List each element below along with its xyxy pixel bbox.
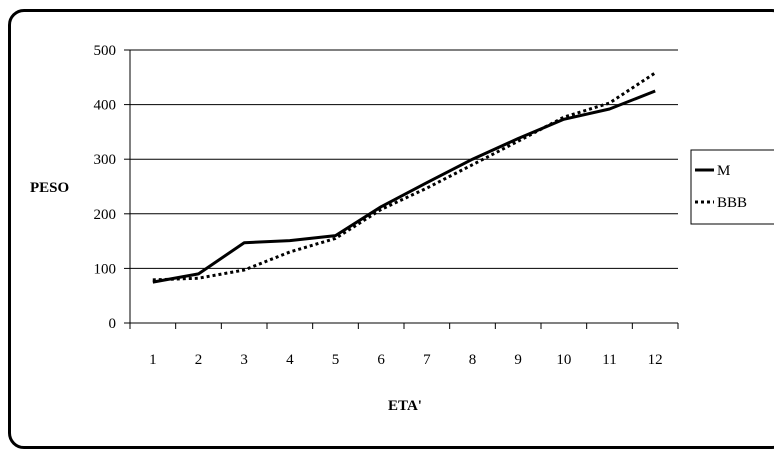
series-line-bbb <box>152 71 657 282</box>
x-tick-label: 11 <box>602 352 616 368</box>
x-tick-label: 1 <box>149 352 157 368</box>
gridlines <box>130 49 678 269</box>
legend-label-bbb: BBB <box>717 195 747 211</box>
y-tick-label: 100 <box>94 261 117 277</box>
y-tick-label: 0 <box>109 316 117 332</box>
x-tick-label: 10 <box>556 352 571 368</box>
y-tick-label: 300 <box>94 152 117 168</box>
x-tick-label: 3 <box>240 352 248 368</box>
legend-label-m: M <box>717 163 730 179</box>
x-tick-label: 8 <box>469 352 477 368</box>
x-tick-label: 12 <box>648 352 663 368</box>
x-tick-label: 5 <box>332 352 340 368</box>
chart-frame <box>8 9 774 449</box>
x-axis-title: ETA' <box>388 398 422 414</box>
x-tick-label: 6 <box>377 352 385 368</box>
series-lines <box>152 71 657 284</box>
x-tick-label: 9 <box>514 352 522 368</box>
y-tick-label: 400 <box>94 98 117 114</box>
legend: M BBB <box>690 149 774 225</box>
y-axis-title: PESO <box>30 180 69 196</box>
y-tick-label: 200 <box>94 207 117 223</box>
series-line-m <box>152 89 656 284</box>
legend-box <box>690 149 774 225</box>
x-tick-label: 2 <box>195 352 203 368</box>
x-tick-label: 7 <box>423 352 431 368</box>
x-tick-label: 4 <box>286 352 294 368</box>
y-tick-label: 500 <box>94 43 117 59</box>
